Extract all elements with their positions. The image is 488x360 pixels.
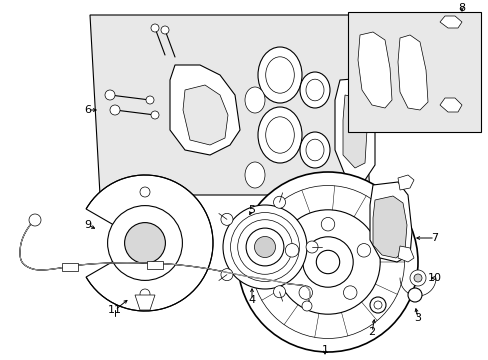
Polygon shape (439, 16, 461, 28)
Circle shape (273, 286, 285, 298)
Polygon shape (342, 95, 366, 168)
Text: 1: 1 (321, 345, 328, 355)
Text: 5: 5 (248, 205, 255, 215)
Circle shape (299, 286, 312, 299)
Text: 7: 7 (430, 233, 438, 243)
Text: 11: 11 (108, 305, 122, 315)
Circle shape (223, 205, 306, 289)
Wedge shape (86, 175, 213, 311)
Ellipse shape (299, 72, 329, 108)
Polygon shape (372, 196, 406, 258)
Polygon shape (357, 32, 391, 108)
Polygon shape (397, 246, 413, 262)
Bar (147, 261, 163, 269)
Polygon shape (397, 175, 413, 190)
Polygon shape (369, 182, 411, 262)
Circle shape (151, 24, 159, 32)
Circle shape (356, 244, 370, 257)
Circle shape (321, 217, 334, 231)
Ellipse shape (258, 47, 302, 103)
Circle shape (105, 90, 115, 100)
Circle shape (146, 96, 154, 104)
Circle shape (305, 241, 317, 253)
Circle shape (409, 270, 425, 286)
Circle shape (285, 244, 298, 257)
Circle shape (238, 172, 417, 352)
Circle shape (221, 269, 232, 281)
Ellipse shape (299, 132, 329, 168)
Text: 10: 10 (427, 273, 441, 283)
Circle shape (273, 196, 285, 208)
Polygon shape (135, 295, 155, 310)
Text: 6: 6 (84, 105, 91, 115)
Polygon shape (170, 65, 240, 155)
Polygon shape (90, 15, 369, 195)
Circle shape (161, 26, 169, 34)
Ellipse shape (244, 162, 264, 188)
Bar (347, 12, 480, 132)
Polygon shape (334, 78, 374, 180)
Circle shape (413, 274, 421, 282)
Circle shape (151, 111, 159, 119)
Circle shape (369, 297, 385, 313)
Bar (62, 263, 78, 271)
Circle shape (29, 214, 41, 226)
Polygon shape (183, 85, 227, 145)
Circle shape (124, 222, 165, 264)
Ellipse shape (258, 107, 302, 163)
Circle shape (302, 301, 311, 311)
Circle shape (140, 187, 150, 197)
Circle shape (140, 289, 150, 299)
Circle shape (343, 286, 356, 299)
Text: 3: 3 (414, 313, 421, 323)
Circle shape (110, 105, 120, 115)
Circle shape (254, 237, 275, 257)
Circle shape (373, 301, 381, 309)
Text: 2: 2 (367, 327, 375, 337)
Ellipse shape (244, 87, 264, 113)
Circle shape (316, 250, 339, 274)
Polygon shape (397, 35, 427, 110)
Circle shape (407, 288, 421, 302)
Text: 8: 8 (458, 3, 465, 13)
Circle shape (107, 206, 182, 280)
Polygon shape (439, 98, 461, 112)
Text: 4: 4 (248, 295, 255, 305)
Text: 9: 9 (84, 220, 91, 230)
Circle shape (221, 213, 232, 225)
